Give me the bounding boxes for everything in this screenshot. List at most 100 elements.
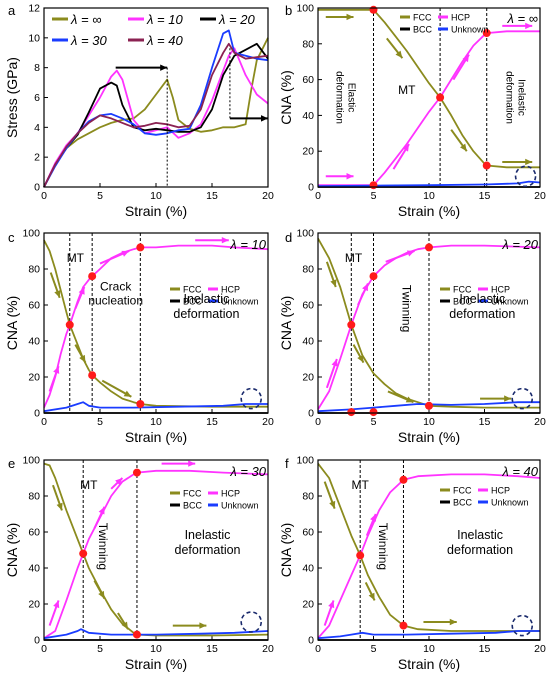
legend-label: BCC bbox=[183, 297, 203, 307]
legend-label: BCC bbox=[453, 498, 473, 508]
x-tick-label: 10 bbox=[423, 643, 435, 655]
y-tick-label: 0 bbox=[308, 635, 314, 647]
legend-label: BCC bbox=[453, 297, 473, 307]
y-tick-label: 100 bbox=[22, 455, 40, 467]
panel-letter: c bbox=[8, 230, 15, 245]
hcp-arrow-head bbox=[328, 600, 335, 609]
hcp-arrow-head bbox=[346, 173, 354, 180]
lambda-label: λ = 10 bbox=[229, 237, 266, 252]
x-tick-label: 10 bbox=[150, 416, 162, 428]
legend-label: HCP bbox=[491, 285, 510, 295]
x-tick-label: 0 bbox=[315, 416, 321, 428]
legend-label: λ = 20 bbox=[218, 12, 255, 27]
series-line--30 bbox=[43, 29, 269, 188]
legend-label: FCC bbox=[183, 285, 202, 295]
transition-marker bbox=[132, 468, 141, 477]
x-tick-label: 5 bbox=[97, 416, 103, 428]
y-tick-label: 40 bbox=[28, 336, 40, 348]
plot-frame bbox=[317, 459, 541, 641]
annotation-mt: MT bbox=[398, 83, 416, 97]
y-tick-label: 100 bbox=[296, 228, 314, 240]
annotation-mechanism: Twinning bbox=[376, 523, 390, 570]
annotation-mechanism: Crack bbox=[100, 280, 132, 294]
hcp-arrow-head bbox=[406, 250, 415, 257]
legend-label: HCP bbox=[451, 13, 470, 23]
transition-marker bbox=[347, 320, 356, 329]
region-highlight-circle bbox=[511, 387, 534, 410]
y-axis-label: Stress (GPa) bbox=[4, 57, 20, 138]
transition-marker bbox=[132, 630, 141, 639]
y-tick-label: 60 bbox=[302, 527, 314, 539]
transition-marker bbox=[65, 320, 74, 329]
fcc-arrow-head bbox=[525, 158, 533, 166]
hcp-arrow-head bbox=[402, 144, 410, 152]
x-axis-label: Strain (%) bbox=[398, 656, 460, 672]
x-tick-label: 20 bbox=[262, 190, 274, 202]
transition-marker bbox=[369, 5, 378, 14]
fcc-arrow-head bbox=[346, 13, 354, 21]
legend-label: HCP bbox=[221, 489, 240, 499]
x-tick-label: 15 bbox=[479, 643, 491, 655]
fcc-arrow-head bbox=[357, 354, 364, 363]
legend-label: BCC bbox=[183, 501, 203, 511]
hcp-arrow-head bbox=[221, 237, 229, 244]
panel-letter: e bbox=[8, 456, 15, 471]
x-tick-label: 0 bbox=[315, 190, 321, 202]
annotation-inelastic: deformation bbox=[173, 307, 239, 321]
y-tick-label: 40 bbox=[28, 563, 40, 575]
plot-frame bbox=[43, 232, 269, 414]
y-tick-label: 20 bbox=[302, 599, 314, 611]
region-highlight-circle bbox=[511, 614, 534, 637]
annotation-mt: MT bbox=[345, 251, 363, 265]
y-tick-label: 4 bbox=[34, 122, 40, 134]
series-line-fcc bbox=[317, 463, 540, 632]
fcc-arrow-head bbox=[329, 500, 336, 509]
series-line-unknown bbox=[317, 630, 540, 640]
y-axis-label: CNA (%) bbox=[4, 296, 20, 350]
fcc-arrow-head bbox=[199, 622, 207, 629]
y-tick-label: 0 bbox=[34, 635, 40, 647]
lambda-label: λ = 20 bbox=[501, 237, 538, 252]
x-axis-label: Strain (%) bbox=[398, 429, 460, 445]
legend-label: FCC bbox=[183, 489, 202, 499]
legend-label: HCP bbox=[491, 486, 510, 496]
legend-label: λ = 30 bbox=[70, 33, 107, 48]
panel-a: a 0 5 10 15 20 0 2 4 6 8 10 12 Strain (%) Stress (GPa)… bbox=[4, 3, 274, 220]
x-axis-label: Strain (%) bbox=[125, 656, 187, 672]
y-tick-label: 60 bbox=[302, 300, 314, 312]
y-axis-label: CNA (%) bbox=[4, 523, 20, 577]
x-tick-label: 10 bbox=[150, 190, 162, 202]
legend-label: FCC bbox=[413, 13, 432, 23]
panel-b: b 0 5 10 15 20 0 20 40 60 80 100 Strain (%) CNA (%) FC… bbox=[278, 3, 546, 220]
transition-marker bbox=[136, 400, 145, 408]
lambda-label: λ = 30 bbox=[229, 464, 266, 479]
transition-marker bbox=[425, 401, 433, 410]
hcp-arrow-head bbox=[188, 460, 196, 467]
fcc-arrow-head bbox=[405, 396, 414, 403]
y-tick-label: 20 bbox=[28, 599, 40, 611]
annotation-mechanism: Twinning bbox=[399, 285, 413, 332]
fcc-arrow-head bbox=[54, 290, 61, 298]
y-tick-label: 80 bbox=[302, 491, 314, 503]
legend-label: HCP bbox=[221, 285, 240, 295]
fcc-arrow-head bbox=[98, 590, 105, 599]
hcp-arrow-head bbox=[331, 359, 338, 367]
series-line-unknown bbox=[317, 401, 540, 413]
hcp-arrow-head bbox=[121, 250, 130, 257]
x-axis-label: Strain (%) bbox=[125, 203, 187, 219]
lambda-label: λ = ∞ bbox=[507, 11, 538, 26]
y-tick-label: 10 bbox=[28, 32, 40, 44]
transition-marker bbox=[356, 551, 365, 560]
panel-f: f 0 5 10 15 20 0 20 40 60 80 100 Strain (%) CNA (%) λ … bbox=[278, 455, 546, 673]
annotation-mechanism: nucleation bbox=[88, 294, 143, 308]
x-tick-label: 0 bbox=[315, 643, 321, 655]
legend-label: Unknown bbox=[221, 297, 259, 307]
x-tick-label: 5 bbox=[371, 643, 377, 655]
y-tick-label: 60 bbox=[28, 300, 40, 312]
y-tick-label: 12 bbox=[28, 3, 40, 15]
annotation-line: deformation bbox=[334, 71, 345, 124]
y-tick-label: 60 bbox=[302, 74, 314, 86]
annotation-line: deformation bbox=[503, 71, 514, 124]
fcc-arrow-head bbox=[449, 618, 457, 626]
y-tick-label: 100 bbox=[296, 3, 314, 15]
